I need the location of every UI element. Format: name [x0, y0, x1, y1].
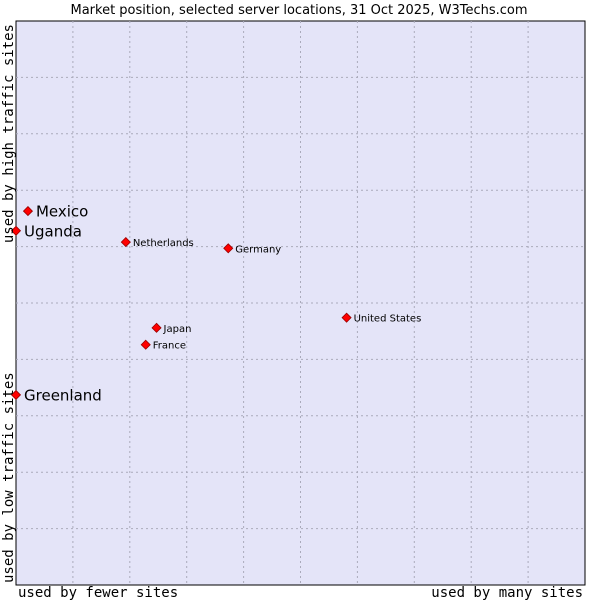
chart-title: Market position, selected server locatio…	[70, 3, 527, 18]
point-label-united-states: United States	[354, 314, 422, 325]
point-united-states	[341, 312, 352, 323]
point-netherlands	[120, 237, 131, 248]
point-germany	[223, 243, 234, 254]
point-uganda	[10, 225, 22, 236]
point-label-uganda: Uganda	[24, 222, 82, 240]
point-greenland	[10, 389, 22, 400]
grid-lines	[16, 21, 585, 585]
x-axis-label-low: used by fewer sites	[18, 585, 178, 600]
point-label-france: France	[153, 341, 186, 352]
point-label-netherlands: Netherlands	[133, 238, 194, 249]
point-france	[140, 339, 151, 350]
point-label-germany: Germany	[235, 244, 281, 255]
point-label-mexico: Mexico	[36, 203, 88, 221]
y-axis-label-low: used by low traffic sites	[1, 372, 17, 583]
point-label-japan: Japan	[163, 324, 192, 335]
point-japan	[151, 322, 162, 333]
point-mexico	[22, 206, 34, 217]
x-axis-label-high: used by many sites	[431, 585, 583, 600]
y-axis-label-high: used by high traffic sites	[1, 24, 17, 243]
point-label-greenland: Greenland	[24, 386, 102, 404]
